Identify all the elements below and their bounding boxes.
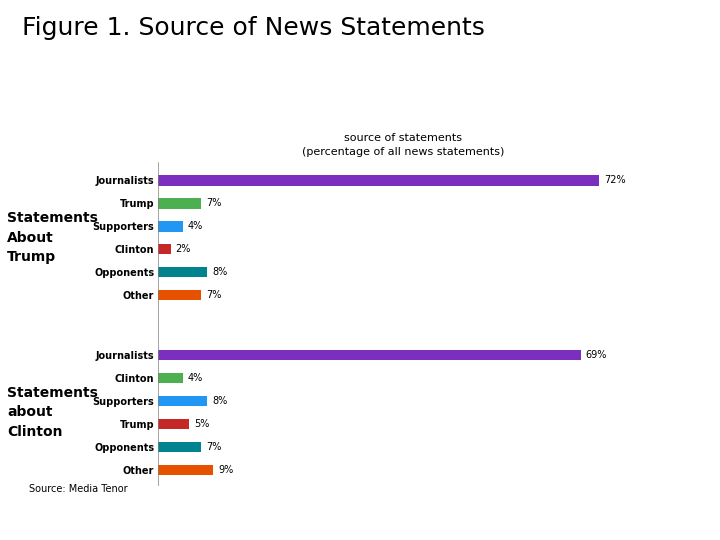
Text: 72%: 72% [604,176,626,185]
Text: Statements
about
Clinton: Statements about Clinton [7,386,98,439]
Text: Statements
About
Trump: Statements About Trump [7,211,98,264]
Text: 8%: 8% [212,267,228,278]
Bar [158,350,581,360]
Text: (percentage of all news statements): (percentage of all news statements) [302,146,505,157]
Text: 5%: 5% [194,419,210,429]
Text: 2%: 2% [176,244,191,254]
Bar [158,221,183,232]
Bar [158,267,207,278]
Bar [158,442,202,452]
Text: 9%: 9% [218,465,233,475]
Text: Thomas Patterson: Thomas Patterson [22,513,164,526]
Text: 7%: 7% [206,291,222,300]
Bar [158,198,202,208]
Bar [158,465,214,475]
Text: source of statements: source of statements [344,133,462,143]
Bar [158,290,202,300]
Text: 8%: 8% [212,396,228,406]
Text: 4%: 4% [188,221,203,231]
Text: 4%: 4% [188,373,203,383]
Bar [158,419,189,429]
Bar [158,175,599,186]
Text: 7%: 7% [206,198,222,208]
Text: Figure 1. Source of News Statements: Figure 1. Source of News Statements [22,16,485,40]
Text: 69%: 69% [585,350,607,360]
Text: Kennedy School of Government, Harvard University: Kennedy School of Government, Harvard Un… [410,515,698,525]
Bar [158,396,207,406]
Text: Source: Media Tenor: Source: Media Tenor [29,484,127,494]
Text: 7%: 7% [206,442,222,452]
Bar [158,244,171,254]
Bar [158,373,183,383]
